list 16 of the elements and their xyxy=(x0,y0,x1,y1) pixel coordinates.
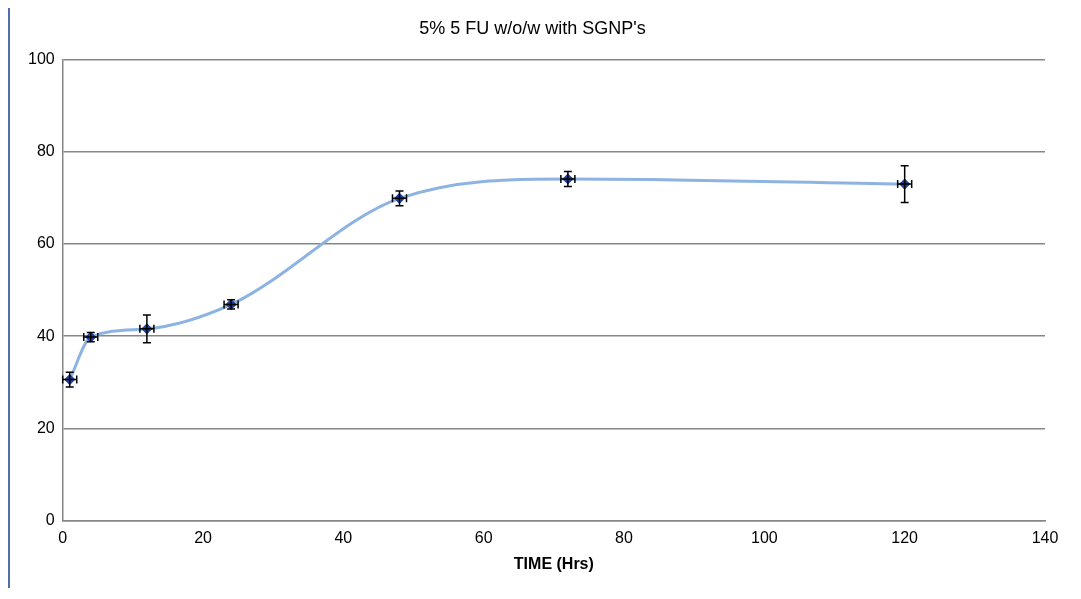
chart-title: 5% 5 FU w/o/w with SGNP's xyxy=(419,17,646,38)
x-tick-label: 120 xyxy=(891,528,919,546)
y-tick-label: 80 xyxy=(36,142,55,160)
x-tick-label: 140 xyxy=(1031,528,1059,546)
y-tick-label: 20 xyxy=(36,418,55,436)
x-axis-title: TIME (Hrs) xyxy=(513,554,594,572)
x-tick-label: 40 xyxy=(334,528,353,546)
x-tick-label: 100 xyxy=(750,528,778,546)
x-tick-label: 0 xyxy=(58,528,68,546)
y-tick-label: 60 xyxy=(36,234,55,252)
y-tick-label: 100 xyxy=(27,50,55,68)
y-tick-label: 40 xyxy=(36,326,55,344)
x-tick-label: 20 xyxy=(194,528,213,546)
x-tick-label: 60 xyxy=(474,528,493,546)
y-tick-label: 0 xyxy=(45,511,55,529)
x-tick-label: 80 xyxy=(615,528,634,546)
